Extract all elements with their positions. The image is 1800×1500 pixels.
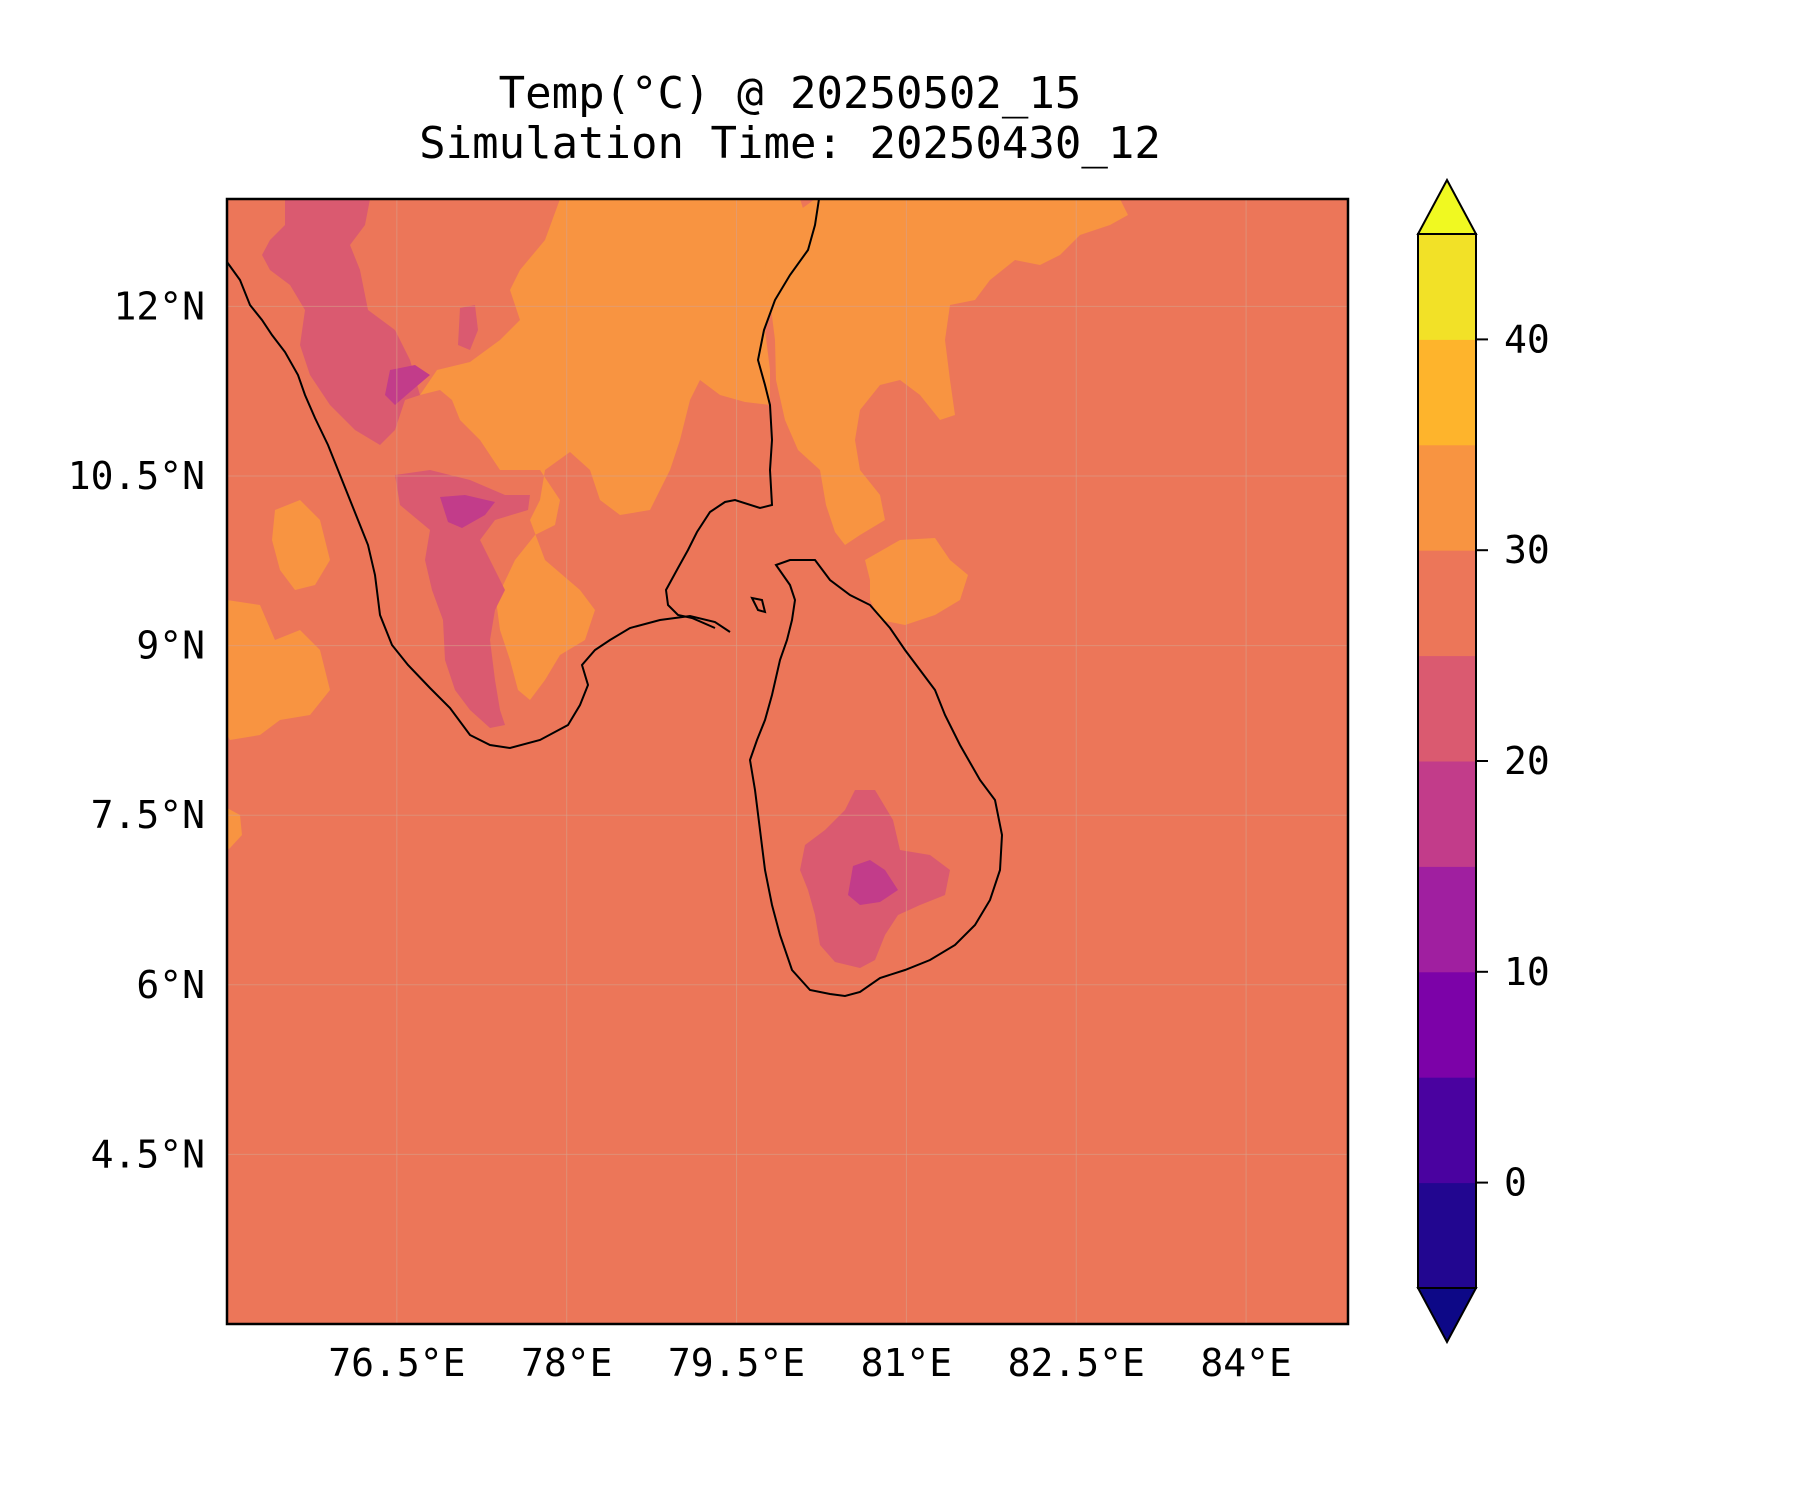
- x-tick-label: 76.5°E: [328, 1341, 465, 1385]
- colorbar-tick-label: 20: [1504, 739, 1550, 783]
- colorbar-segment: [1418, 971, 1476, 1078]
- cold-sri-lanka-peak: [848, 860, 898, 905]
- colorbar-tick-label: 40: [1504, 317, 1550, 361]
- warm-east-bay: [765, 199, 1128, 545]
- map-subtitle: Simulation Time: 20250430_12: [419, 118, 1161, 169]
- cool-ghats-south: [395, 470, 530, 728]
- warm-kerala-coast-patch: [272, 500, 330, 590]
- x-tick-label: 82.5°E: [1008, 1341, 1145, 1385]
- colorbar-segment: [1418, 655, 1476, 762]
- y-tick-label: 4.5°N: [91, 1132, 205, 1176]
- colorbar-tick-label: 30: [1504, 528, 1550, 572]
- map-frame: [225, 197, 1350, 1326]
- sri-lanka-coastline: [748, 559, 1004, 998]
- india-east-coastline: [664, 199, 820, 629]
- cool-ghats-spot: [458, 305, 478, 350]
- map-grid: [227, 199, 1348, 1324]
- colorbar-segment: [1418, 234, 1476, 340]
- colorbar-segment: [1418, 444, 1476, 551]
- x-axis-ticks: 76.5°E 78°E 79.5°E 81°E 82.5°E 84°E: [328, 1341, 1292, 1385]
- y-tick-label: 10.5°N: [68, 454, 205, 498]
- warm-small-patch: [227, 808, 242, 850]
- colorbar: 0 10 20 30 40: [1416, 177, 1550, 1345]
- y-tick-label: 7.5°N: [91, 793, 205, 837]
- map-title: Temp(°C) @ 20250502_15: [498, 68, 1082, 119]
- colorbar-segment: [1418, 761, 1476, 867]
- colorbar-extend-over: [1416, 177, 1478, 235]
- mannar-island: [750, 596, 767, 614]
- colorbar-segment: [1418, 866, 1476, 973]
- y-tick-label: 12°N: [113, 284, 205, 328]
- temperature-contours: [227, 199, 1348, 1324]
- colorbar-segment: [1418, 550, 1476, 657]
- x-tick-label: 84°E: [1200, 1341, 1292, 1385]
- x-tick-label: 78°E: [521, 1341, 613, 1385]
- warm-tamilnadu-interior: [420, 199, 810, 700]
- colorbar-extend-under: [1416, 1287, 1478, 1345]
- y-axis-ticks: 12°N 10.5°N 9°N 7.5°N 6°N 4.5°N: [68, 284, 205, 1176]
- colorbar-segment: [1418, 1077, 1476, 1184]
- cool-western-ghats: [262, 199, 420, 445]
- colorbar-tick-label: 10: [1504, 950, 1550, 994]
- x-tick-label: 81°E: [861, 1341, 953, 1385]
- y-tick-label: 6°N: [136, 963, 205, 1007]
- cold-ghats-core: [385, 365, 430, 405]
- colorbar-segment: [1418, 339, 1476, 446]
- coastlines: [227, 199, 1004, 998]
- warm-northeast-lanka: [865, 538, 968, 625]
- y-tick-label: 9°N: [136, 624, 205, 668]
- x-tick-label: 79.5°E: [668, 1341, 805, 1385]
- cold-ghats-core-south: [440, 495, 495, 528]
- warm-west-coast-patch: [227, 600, 330, 740]
- colorbar-tick-label: 0: [1504, 1161, 1527, 1205]
- india-west-coastline: [227, 261, 731, 750]
- colorbar-segment: [1418, 1182, 1476, 1289]
